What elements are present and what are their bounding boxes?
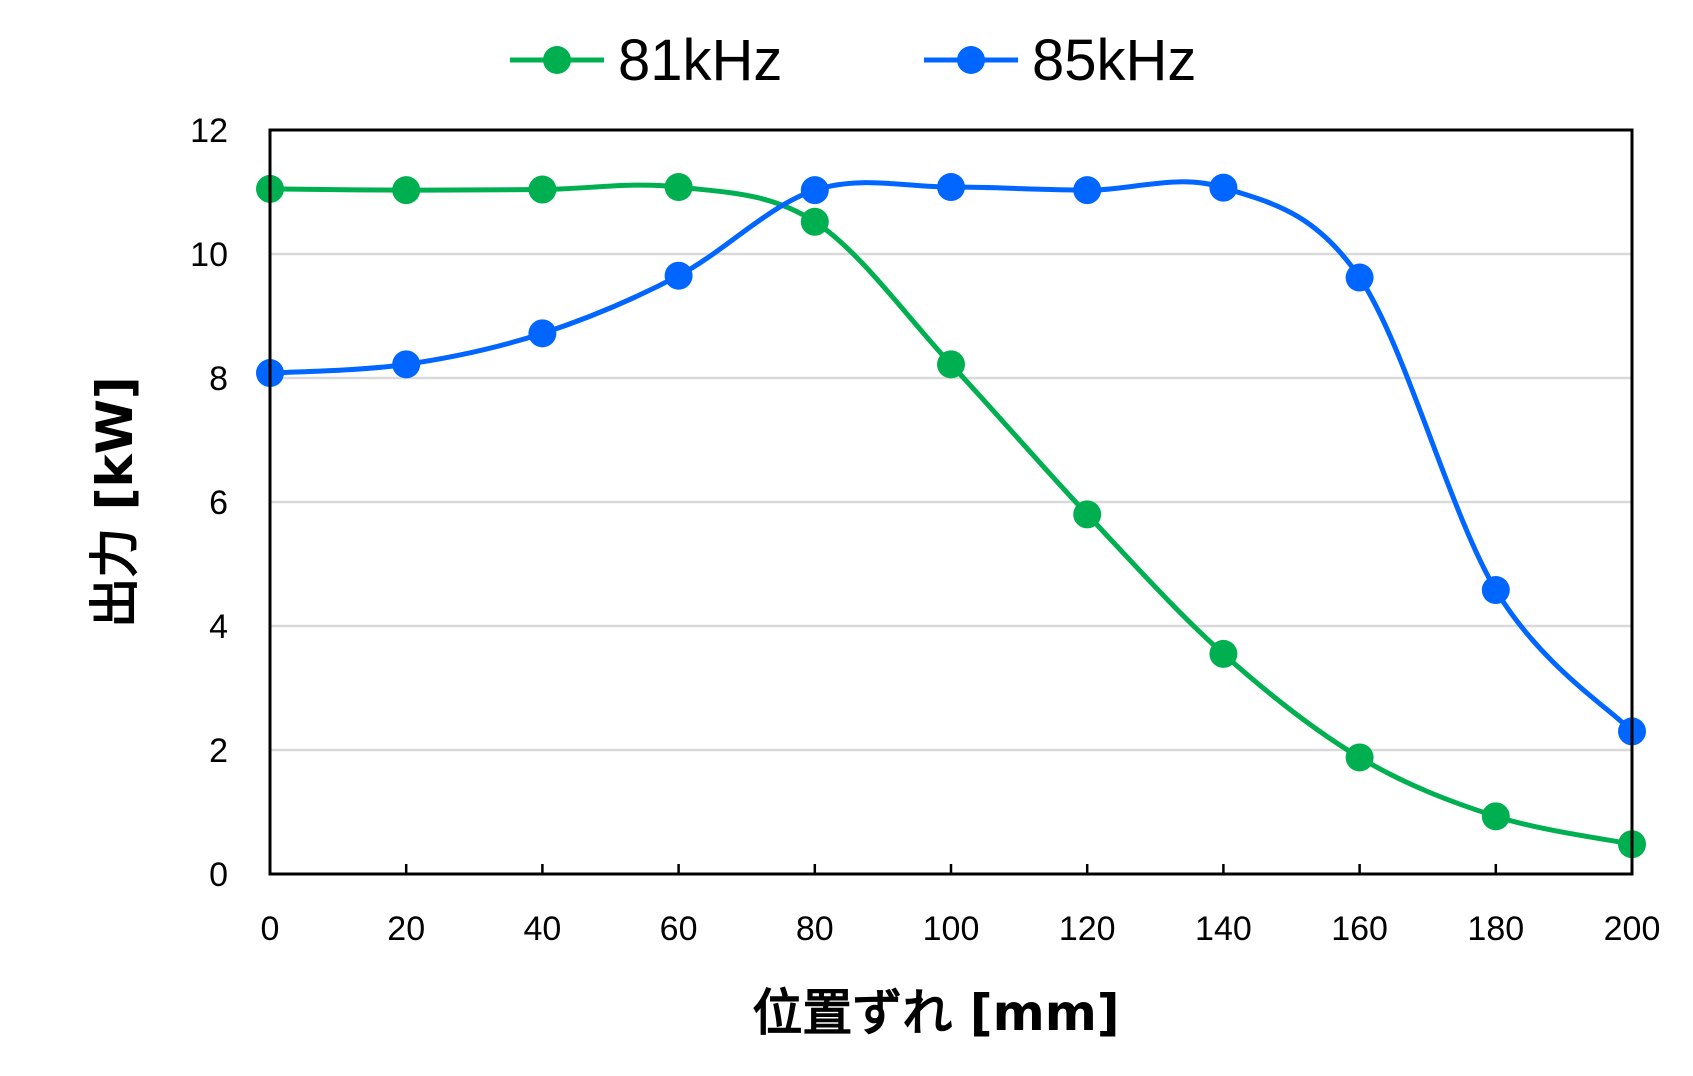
data-point	[528, 175, 557, 204]
data-point	[528, 319, 557, 348]
data-point	[1073, 500, 1102, 529]
series-line	[269, 179, 1634, 734]
data-point	[664, 261, 693, 290]
x-tick-label: 20	[387, 910, 425, 948]
y-tick-label: 6	[209, 484, 228, 522]
series-line	[269, 182, 1633, 847]
data-point	[392, 350, 421, 379]
y-tick-label: 4	[209, 608, 228, 646]
legend-marker	[957, 46, 985, 74]
x-tick-label: 180	[1467, 910, 1524, 948]
x-axis-title: 位置ずれ [mm]	[752, 984, 1119, 1042]
y-axis: 0 2 4 6 8 10 12	[190, 112, 228, 894]
x-tick-label: 140	[1195, 910, 1252, 948]
x-tick-label: 80	[796, 910, 834, 948]
y-tick-label: 8	[209, 360, 228, 398]
legend-label: 85kHz	[1032, 28, 1196, 93]
series-layer	[256, 173, 1646, 859]
x-tick-label: 120	[1059, 910, 1116, 948]
x-tick-label: 40	[523, 910, 561, 948]
grid-lines	[270, 252, 1632, 752]
data-point	[800, 176, 829, 205]
data-point	[1209, 639, 1238, 668]
x-axis: 0 20 40 60 80 100 120 140 160 180 200	[261, 864, 1661, 948]
data-point	[800, 207, 829, 236]
data-point	[392, 176, 421, 205]
data-point	[1345, 743, 1374, 772]
data-point	[1209, 173, 1238, 202]
x-tick-label: 160	[1331, 910, 1388, 948]
y-tick-label: 0	[209, 856, 228, 894]
data-point	[1481, 576, 1510, 605]
x-tick-label: 60	[660, 910, 698, 948]
legend-label: 81kHz	[618, 28, 782, 93]
y-axis-title: 出力 [kW]	[86, 376, 144, 628]
x-tick-label: 0	[261, 910, 280, 948]
legend-marker	[543, 46, 571, 74]
y-tick-label: 2	[209, 732, 228, 770]
data-point	[1345, 263, 1374, 292]
y-tick-label: 10	[190, 236, 228, 274]
x-tick-label: 100	[923, 910, 980, 948]
data-point	[1073, 176, 1102, 205]
data-point	[937, 173, 965, 202]
data-point	[664, 173, 693, 202]
series-85kHz	[256, 173, 1646, 746]
data-point	[937, 350, 965, 379]
x-tick-label: 200	[1604, 910, 1661, 948]
series-81kHz	[256, 173, 1646, 859]
legend-item: 81kHz	[510, 28, 782, 93]
y-tick-label: 12	[190, 112, 228, 150]
legend: 81kHz 85kHz	[510, 28, 1196, 93]
data-point	[1481, 802, 1510, 831]
legend-item: 85kHz	[924, 28, 1196, 93]
